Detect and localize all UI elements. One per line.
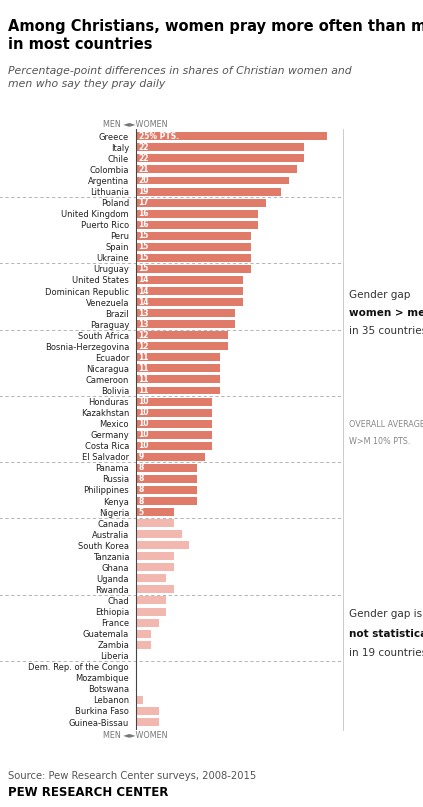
- Bar: [135, 187, 281, 195]
- Text: MEN ◄►WOMEN: MEN ◄►WOMEN: [103, 731, 168, 740]
- Bar: [135, 420, 212, 428]
- Text: 14: 14: [139, 275, 149, 285]
- Text: 8: 8: [139, 475, 144, 483]
- Text: 16: 16: [139, 209, 149, 218]
- Bar: [135, 563, 174, 571]
- Bar: [135, 508, 174, 516]
- Text: 15: 15: [139, 253, 149, 262]
- Bar: [135, 276, 243, 284]
- Bar: [135, 453, 205, 461]
- Bar: [135, 441, 212, 449]
- Bar: [135, 365, 220, 372]
- Bar: [135, 254, 250, 261]
- Text: 8: 8: [139, 486, 144, 495]
- Text: 9: 9: [139, 452, 144, 462]
- Bar: [135, 431, 212, 439]
- Bar: [135, 619, 159, 626]
- Text: MEN ◄►WOMEN: MEN ◄►WOMEN: [103, 119, 168, 128]
- Bar: [135, 718, 159, 726]
- Bar: [135, 398, 212, 406]
- Text: 19: 19: [139, 187, 149, 196]
- Bar: [135, 221, 258, 228]
- Text: 10: 10: [139, 430, 149, 439]
- Bar: [135, 486, 197, 494]
- Bar: [135, 287, 243, 295]
- Text: PEW RESEARCH CENTER: PEW RESEARCH CENTER: [8, 786, 169, 799]
- Bar: [135, 530, 181, 538]
- Text: 11: 11: [139, 386, 149, 395]
- Bar: [135, 232, 250, 240]
- Text: Among Christians, women pray more often than men
in most countries: Among Christians, women pray more often …: [8, 19, 423, 52]
- Bar: [135, 353, 220, 362]
- Text: 17: 17: [139, 198, 149, 207]
- Bar: [135, 331, 228, 339]
- Bar: [135, 596, 166, 604]
- Text: women > men: women > men: [349, 308, 423, 318]
- Text: 11: 11: [139, 353, 149, 362]
- Bar: [135, 210, 258, 218]
- Bar: [135, 387, 220, 395]
- Text: 11: 11: [139, 364, 149, 373]
- Bar: [135, 585, 174, 593]
- Text: 16: 16: [139, 220, 149, 229]
- Bar: [135, 641, 151, 649]
- Bar: [135, 552, 174, 560]
- Text: 13: 13: [139, 308, 149, 318]
- Text: in 35 countries: in 35 countries: [349, 326, 423, 336]
- Bar: [135, 696, 143, 704]
- Text: 5: 5: [139, 508, 144, 516]
- Bar: [135, 309, 235, 317]
- Text: 10: 10: [139, 419, 149, 429]
- Text: 22: 22: [139, 154, 149, 163]
- Bar: [135, 375, 220, 383]
- Bar: [135, 629, 151, 638]
- Bar: [135, 608, 166, 616]
- Bar: [135, 519, 174, 527]
- Text: 20: 20: [139, 176, 149, 185]
- Text: in 19 countries: in 19 countries: [349, 648, 423, 659]
- Bar: [135, 177, 289, 185]
- Text: 15: 15: [139, 265, 149, 274]
- Text: 13: 13: [139, 320, 149, 328]
- Text: 22: 22: [139, 143, 149, 152]
- Bar: [135, 707, 159, 715]
- Text: 8: 8: [139, 463, 144, 472]
- Text: 8: 8: [139, 496, 144, 505]
- Text: Gender gap is: Gender gap is: [349, 609, 422, 619]
- Text: not statistically significant: not statistically significant: [349, 629, 423, 638]
- Bar: [135, 154, 304, 162]
- Bar: [135, 298, 243, 306]
- Text: 15: 15: [139, 232, 149, 240]
- Text: Gender gap: Gender gap: [349, 291, 410, 300]
- Bar: [135, 132, 327, 140]
- Text: 21: 21: [139, 165, 149, 174]
- Text: 10: 10: [139, 408, 149, 417]
- Text: 14: 14: [139, 286, 149, 295]
- Text: 14: 14: [139, 298, 149, 307]
- Bar: [135, 165, 297, 174]
- Text: 12: 12: [139, 331, 149, 340]
- Bar: [135, 464, 197, 472]
- Bar: [135, 199, 266, 207]
- Text: 11: 11: [139, 375, 149, 384]
- Bar: [135, 144, 304, 152]
- Text: Source: Pew Research Center surveys, 2008-2015: Source: Pew Research Center surveys, 200…: [8, 771, 257, 781]
- Text: W>M 10% PTS.: W>M 10% PTS.: [349, 437, 410, 445]
- Text: 25% PTS.: 25% PTS.: [139, 132, 179, 140]
- Text: OVERALL AVERAGE GAP:: OVERALL AVERAGE GAP:: [349, 420, 423, 429]
- Text: 10: 10: [139, 441, 149, 450]
- Bar: [135, 342, 228, 350]
- Bar: [135, 265, 250, 273]
- Bar: [135, 408, 212, 416]
- Bar: [135, 475, 197, 483]
- Bar: [135, 541, 189, 550]
- Bar: [135, 497, 197, 505]
- Text: 10: 10: [139, 397, 149, 406]
- Text: 15: 15: [139, 242, 149, 251]
- Bar: [135, 575, 166, 583]
- Bar: [135, 243, 250, 251]
- Text: 12: 12: [139, 342, 149, 351]
- Bar: [135, 320, 235, 328]
- Text: Percentage-point differences in shares of Christian women and
men who say they p: Percentage-point differences in shares o…: [8, 66, 352, 89]
